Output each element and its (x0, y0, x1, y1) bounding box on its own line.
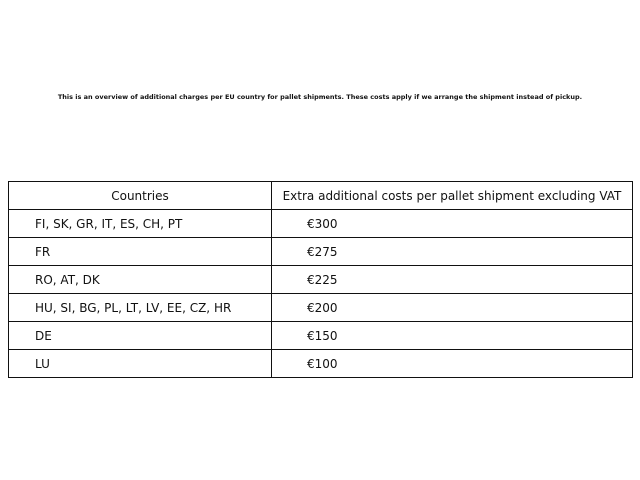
countries-cell: DE (8, 321, 272, 350)
table-row: LU €100 (8, 349, 633, 378)
table-row: FI, SK, GR, IT, ES, CH, PT €300 (8, 209, 633, 238)
table-header: Countries Extra additional costs per pal… (8, 181, 633, 210)
table-row: FR €275 (8, 237, 633, 266)
cost-cell: €200 (271, 293, 633, 322)
cost-cell: €275 (271, 237, 633, 266)
table-row: HU, SI, BG, PL, LT, LV, EE, CZ, HR €200 (8, 293, 633, 322)
countries-cell: FR (8, 237, 272, 266)
intro-text: This is an overview of additional charge… (57, 93, 583, 101)
countries-cell: FI, SK, GR, IT, ES, CH, PT (8, 209, 272, 238)
table-row: DE €150 (8, 321, 633, 350)
cost-cell: €150 (271, 321, 633, 350)
header-costs: Extra additional costs per pallet shipme… (271, 181, 633, 210)
table-row: RO, AT, DK €225 (8, 265, 633, 294)
countries-cell: HU, SI, BG, PL, LT, LV, EE, CZ, HR (8, 293, 272, 322)
cost-cell: €225 (271, 265, 633, 294)
countries-cell: LU (8, 349, 272, 378)
pallet-charges-table: Countries Extra additional costs per pal… (8, 181, 633, 378)
cost-cell: €100 (271, 349, 633, 378)
header-countries: Countries (8, 181, 272, 210)
cost-cell: €300 (271, 209, 633, 238)
countries-cell: RO, AT, DK (8, 265, 272, 294)
